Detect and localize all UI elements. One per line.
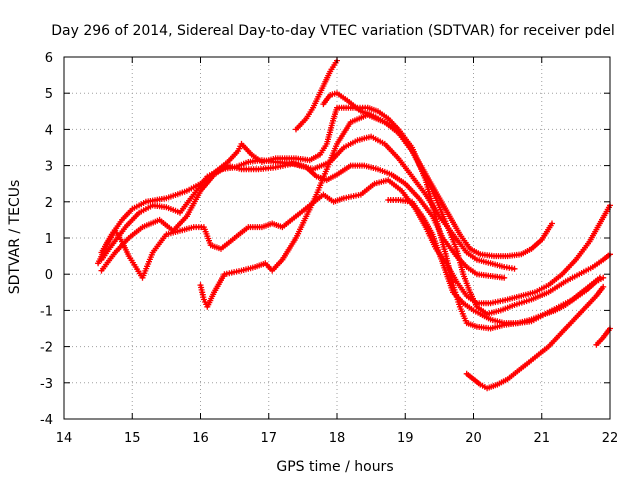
y-tick-label: -1: [40, 304, 53, 319]
y-tick-label: 3: [45, 160, 53, 175]
y-tick-label: 0: [45, 268, 53, 283]
series-markers: [95, 177, 613, 307]
series-arc-4: [95, 177, 613, 307]
y-tick-label: 6: [45, 51, 53, 66]
series-arc-8: [385, 197, 607, 327]
y-tick-label: 5: [45, 87, 53, 102]
x-tick-label: 18: [329, 431, 346, 446]
y-tick-label: -2: [40, 341, 53, 356]
series-arc-6: [293, 57, 340, 133]
y-axis-label: SDTVAR / TECUs: [7, 180, 23, 295]
grid: [64, 57, 610, 419]
x-tick-label: 19: [397, 431, 414, 446]
y-tick-label: 4: [45, 123, 53, 138]
x-tick-label: 16: [192, 431, 209, 446]
x-tick-label: 22: [602, 431, 619, 446]
x-tick-label: 21: [533, 431, 550, 446]
x-axis: 14 15 16 17 18 19 20 21 22: [56, 57, 619, 446]
series-arc-10: [593, 325, 613, 348]
series-markers: [463, 283, 607, 392]
series-markers: [385, 197, 607, 327]
x-tick-label: 17: [260, 431, 277, 446]
series-arc-9: [463, 283, 607, 392]
x-tick-label: 20: [465, 431, 482, 446]
y-tick-label: -4: [40, 413, 53, 428]
x-tick-label: 15: [124, 431, 141, 446]
x-tick-label: 14: [56, 431, 73, 446]
y-tick-label: 1: [45, 232, 53, 247]
series-markers: [293, 57, 340, 133]
series-markers: [593, 325, 613, 348]
y-tick-label: -3: [40, 377, 53, 392]
x-axis-label: GPS time / hours: [276, 459, 393, 475]
y-tick-label: 2: [45, 196, 53, 211]
chart-title: Day 296 of 2014, Sidereal Day-to-day VTE…: [51, 23, 615, 39]
series-layer: [95, 57, 613, 392]
y-axis: -4 -3 -2 -1 0 1 2 3 4 5 6: [40, 51, 610, 428]
